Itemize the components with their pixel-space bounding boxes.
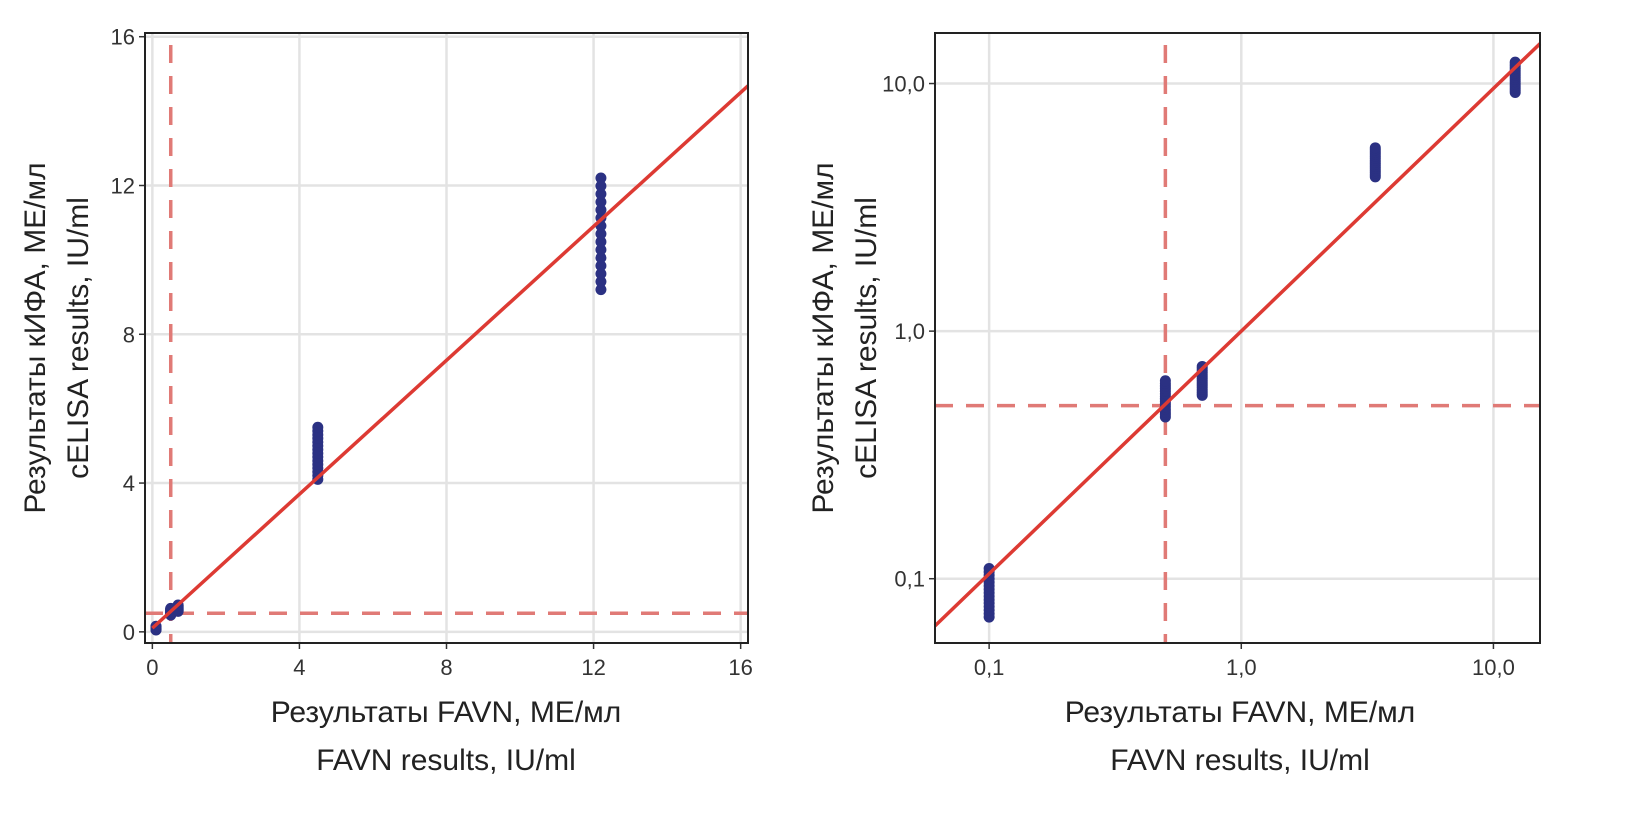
right-ylabel-en: cELISA results, IU/ml (850, 197, 883, 479)
data-point (595, 196, 607, 208)
regression-line (151, 84, 750, 630)
linear-scatter-panel: 0 4 8 12 16 0 4 8 12 16 (111, 25, 753, 680)
right-ylabel-ru: Результаты кИФА, МЕ/мл (807, 162, 840, 513)
log-scatter-panel: 0,1 1,0 10,0 0,1 1,0 10,0 (882, 32, 1542, 680)
y-tick-label: 0 (123, 620, 135, 645)
plot-frame (144, 32, 749, 644)
data-point (595, 172, 607, 184)
y-tick-label: 1,0 (894, 319, 925, 344)
data-point (1159, 375, 1171, 387)
x-tick-label: 0 (146, 655, 158, 680)
left-ylabel-en: cELISA results, IU/ml (62, 197, 95, 479)
x-tick-label: 8 (440, 655, 452, 680)
y-tick-label: 4 (123, 471, 135, 496)
regression-line (933, 42, 1542, 628)
left-xlabel-ru: Результаты FAVN, МЕ/мл (271, 696, 622, 729)
data-point (595, 188, 607, 200)
x-tick-label: 12 (581, 655, 605, 680)
data-point (595, 244, 607, 256)
x-tick-label: 0,1 (974, 655, 1005, 680)
x-tick-label: 1,0 (1226, 655, 1257, 680)
data-point (595, 204, 607, 216)
x-tick-label: 4 (293, 655, 305, 680)
data-point (595, 180, 607, 192)
plot-frame (934, 32, 1541, 644)
right-xlabel-en: FAVN results, IU/ml (1110, 744, 1369, 777)
data-point (595, 228, 607, 240)
data-point (595, 252, 607, 264)
data-point (595, 260, 607, 272)
x-tick-label: 16 (728, 655, 752, 680)
y-tick-label: 16 (111, 25, 135, 50)
data-point (595, 268, 607, 280)
data-point (1369, 142, 1381, 154)
data-point (595, 236, 607, 248)
y-tick-label: 8 (123, 322, 135, 347)
y-tick-label: 10,0 (882, 72, 925, 97)
y-tick-label: 0,1 (894, 567, 925, 592)
data-point (595, 276, 607, 288)
left-ylabel-ru: Результаты кИФА, МЕ/мл (19, 162, 52, 513)
left-xlabel-en: FAVN results, IU/ml (316, 744, 575, 777)
right-xlabel-ru: Результаты FAVN, МЕ/мл (1065, 696, 1416, 729)
y-tick-label: 12 (111, 174, 135, 199)
x-tick-label: 10,0 (1472, 655, 1515, 680)
data-point (595, 284, 607, 296)
data-point (312, 421, 324, 433)
